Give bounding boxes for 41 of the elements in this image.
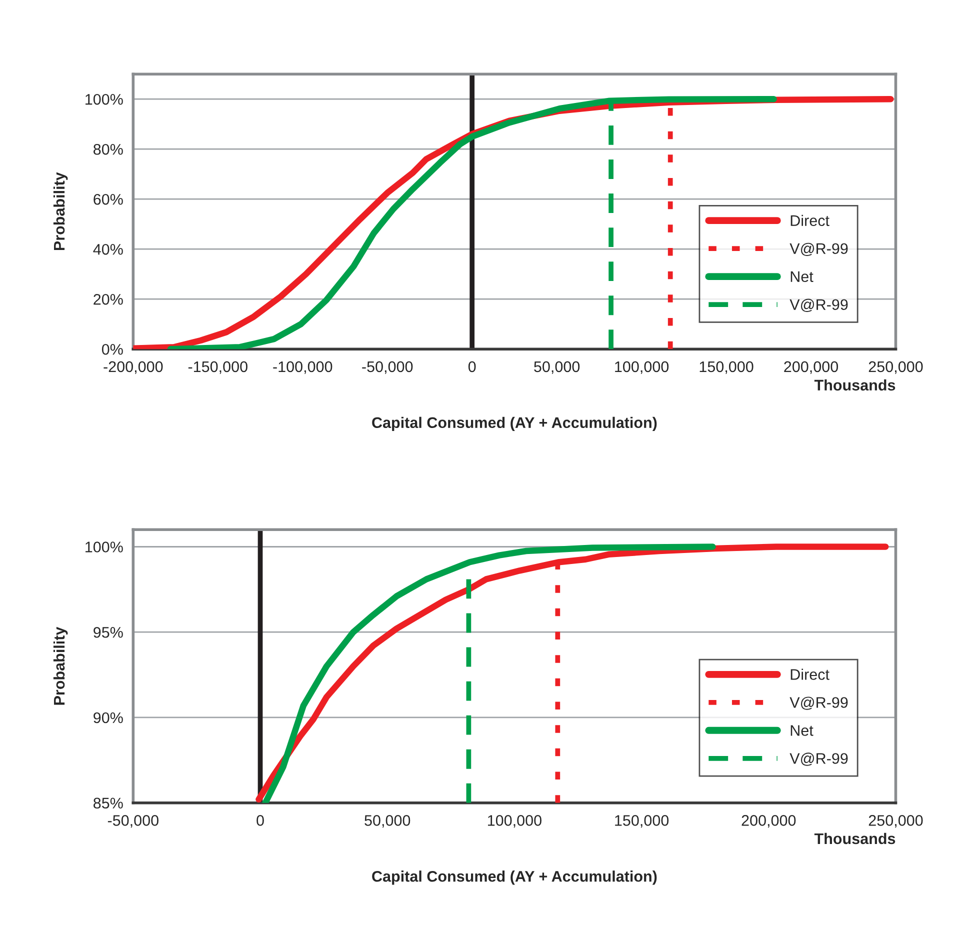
legend-label: Direct (790, 214, 830, 226)
x-tick-label: 0 (256, 815, 264, 826)
y-tick-label: 20% (94, 294, 123, 305)
legend-label: Direct (790, 668, 830, 680)
y-tick-label: 100% (86, 94, 123, 105)
x-tick-label: 50,000 (534, 361, 580, 374)
x-tick-label: 100,000 (488, 815, 542, 828)
y-axis-title: Probability (53, 626, 68, 705)
x-tick-label: 250,000 (868, 815, 923, 828)
legend-label: V@R-99 (790, 752, 848, 766)
x-tick-label: 100,000 (615, 361, 669, 374)
x-tick-label: 200,000 (742, 815, 796, 828)
y-tick-label: 95% (94, 626, 123, 638)
y-tick-label: 0% (102, 344, 123, 355)
text: Thousands (814, 379, 896, 391)
x-axis-title: Capital Consumed (AY + Accumulation) (372, 870, 657, 885)
legend-label: V@R-99 (790, 242, 848, 256)
x-tick-label: 200,000 (784, 361, 838, 374)
x-tick-label: -100,000 (273, 361, 332, 374)
x-tick-label: 150,000 (615, 815, 669, 828)
y-tick-label: 60% (94, 194, 123, 205)
y-tick-label: 100% (86, 542, 123, 552)
x-tick-label: 250,000 (868, 361, 923, 374)
x-tick-label: 0 (468, 361, 476, 372)
legend-label: V@R-99 (790, 298, 848, 312)
y-tick-label: 80% (94, 144, 123, 155)
x-axis-title: Capital Consumed (AY + Accumulation) (372, 416, 657, 432)
x-tick-label: 150,000 (700, 361, 754, 374)
y-tick-label: 90% (94, 712, 123, 724)
y-tick-label: 85% (94, 798, 123, 809)
legend-label: Net (790, 725, 814, 736)
legend-label: V@R-99 (790, 696, 848, 710)
legend-label: Net (790, 271, 814, 282)
text: Thousands (814, 832, 896, 844)
x-tick-label: -50,000 (362, 361, 413, 374)
x-tick-label: 50,000 (364, 815, 410, 828)
x-tick-label: -150,000 (188, 361, 248, 374)
x-tick-label: -50,000 (108, 815, 158, 828)
y-tick-label: 40% (93, 244, 123, 255)
x-tick-label: -200,000 (104, 361, 163, 374)
y-axis-title: Probability (53, 172, 68, 250)
